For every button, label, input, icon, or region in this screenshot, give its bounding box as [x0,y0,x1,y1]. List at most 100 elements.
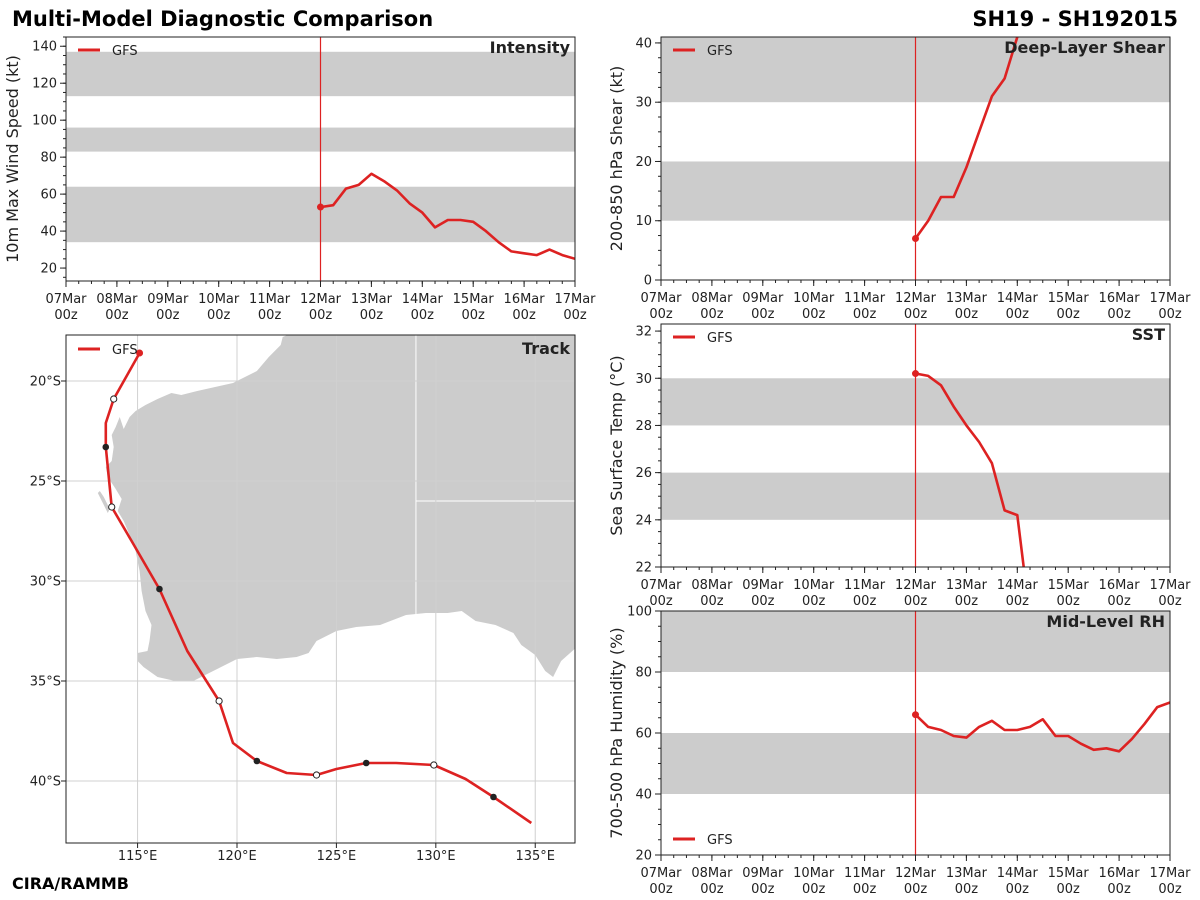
shear-xtick-date: 12Mar [895,291,937,306]
shear-xtick-date: 13Mar [946,291,988,306]
intensity-init-point [317,203,324,211]
sst-xtick-hour: 00z [853,594,877,609]
sst-ylabel: Sea Surface Temp (°C) [607,355,626,535]
intensity-xtick-hour: 00z [411,308,435,323]
shear-xtick-date: 10Mar [793,291,835,306]
shear-ytick-label: 0 [644,274,652,289]
intensity-xtick-label: 16Mar 00z [504,292,546,323]
rh-xtick-date: 11Mar [844,866,886,881]
rh-xtick-hour: 00z [649,882,673,897]
shear-xtick-label: 09Mar 00z [742,291,784,322]
rh-xtick-date: 14Mar [997,866,1039,881]
rh-xtick-label: 08Mar 00z [691,866,733,897]
intensity-ytick-label: 20 [40,262,57,277]
track-ytick-label: 30°S [30,575,61,590]
rh-title: Mid-Level RH [1046,612,1165,631]
track-init-point [136,349,144,357]
track-marker-12z [108,503,116,511]
rh-ytick-label: 100 [627,605,652,620]
shear-ytick-label: 10 [635,214,652,229]
track-xtick-label: 120°E [217,849,257,864]
sst-xtick-hour: 00z [751,594,775,609]
intensity-xtick-hour: 00z [563,308,587,323]
track-marker-12z [312,771,321,779]
sst-init-point [912,370,919,378]
rh-xtick-hour: 00z [700,882,724,897]
figure-title: Multi-Model Diagnostic Comparison [12,7,433,31]
intensity-xtick-hour: 00z [360,308,384,323]
shear-xtick-hour: 00z [1158,307,1182,322]
sst-xtick-label: 11Mar 00z [844,578,886,609]
intensity-ytick-label: 60 [40,188,57,203]
intensity-xtick-hour: 00z [258,308,282,323]
shear-xtick-hour: 00z [700,307,724,322]
rh-xtick-label: 07Mar 00z [640,866,682,897]
sst-ytick-label: 30 [635,372,652,387]
intensity-xtick-date: 10Mar [198,292,240,307]
shear-xtick-hour: 00z [649,307,673,322]
shear-xtick-hour: 00z [853,307,877,322]
intensity-xtick-hour: 00z [156,308,180,323]
rh-xtick-date: 10Mar [793,866,835,881]
intensity-xtick-label: 11Mar 00z [249,292,291,323]
intensity-xtick-hour: 00z [512,308,536,323]
rh-xtick-label: 11Mar 00z [844,866,886,897]
sst-ytick-label: 28 [635,419,652,434]
sst-xtick-label: 07Mar 00z [640,578,682,609]
rh-xtick-hour: 00z [904,882,928,897]
track-xtick-label: 115°E [118,849,158,864]
shear-xtick-hour: 00z [1006,307,1030,322]
sst-xtick-hour: 00z [1158,594,1182,609]
rh-ylabel: 700-500 hPa Humidity (%) [607,627,626,838]
shear-xtick-hour: 00z [751,307,775,322]
intensity-legend-label: GFS [112,44,138,59]
sst-xtick-date: 08Mar [691,578,733,593]
track-frame [65,334,576,844]
rh-ytick-label: 60 [635,727,652,742]
sst-xtick-date: 17Mar [1149,578,1191,593]
sst-xtick-label: 10Mar 00z [793,578,835,609]
intensity-xtick-hour: 00z [309,308,333,323]
shear-xtick-label: 12Mar 00z [895,291,937,322]
intensity-xtick-date: 16Mar [504,292,546,307]
rh-xtick-label: 14Mar 00z [997,866,1039,897]
intensity-ylabel: 10m Max Wind Speed (kt) [3,55,22,263]
track-marker-00z [490,793,497,801]
track-marker-00z [156,585,163,593]
intensity-xtick-hour: 00z [105,308,129,323]
track-ytick-label: 20°S [30,375,61,390]
sst-xtick-date: 07Mar [640,578,682,593]
rh-xtick-label: 15Mar 00z [1048,866,1090,897]
sst-xtick-date: 10Mar [793,578,835,593]
shear-plot-area [661,37,1170,280]
intensity-xtick-date: 11Mar [249,292,291,307]
sst-xtick-date: 15Mar [1048,578,1090,593]
intensity-xtick-label: 17Mar 00z [554,292,596,323]
intensity-xtick-label: 14Mar 00z [402,292,444,323]
shear-xtick-label: 14Mar 00z [997,291,1039,322]
rh-xtick-hour: 00z [1158,882,1182,897]
sst-ytick-label: 32 [635,325,652,340]
intensity-xtick-hour: 00z [462,308,486,323]
sst-xtick-date: 13Mar [946,578,988,593]
intensity-series-gfs [320,172,575,261]
sst-plot-area [661,324,1170,567]
rh-xtick-hour: 00z [853,882,877,897]
australia-landmass [105,335,575,681]
intensity-xtick-label: 07Mar 00z [45,292,87,323]
storm-id: SH19 - SH192015 [972,7,1178,31]
intensity-xtick-label: 09Mar 00z [147,292,189,323]
shear-xtick-hour: 00z [904,307,928,322]
shear-series-gfs [914,37,1019,240]
sst-xtick-label: 13Mar 00z [946,578,988,609]
shear-legend-label: GFS [707,44,733,59]
shear-xtick-hour: 00z [1057,307,1081,322]
intensity-xtick-label: 15Mar 00z [453,292,495,323]
shear-title: Deep-Layer Shear [1004,38,1165,57]
rh-xtick-label: 12Mar 00z [895,866,937,897]
rh-ytick-label: 20 [635,849,652,864]
sst-ytick-label: 22 [635,561,652,576]
